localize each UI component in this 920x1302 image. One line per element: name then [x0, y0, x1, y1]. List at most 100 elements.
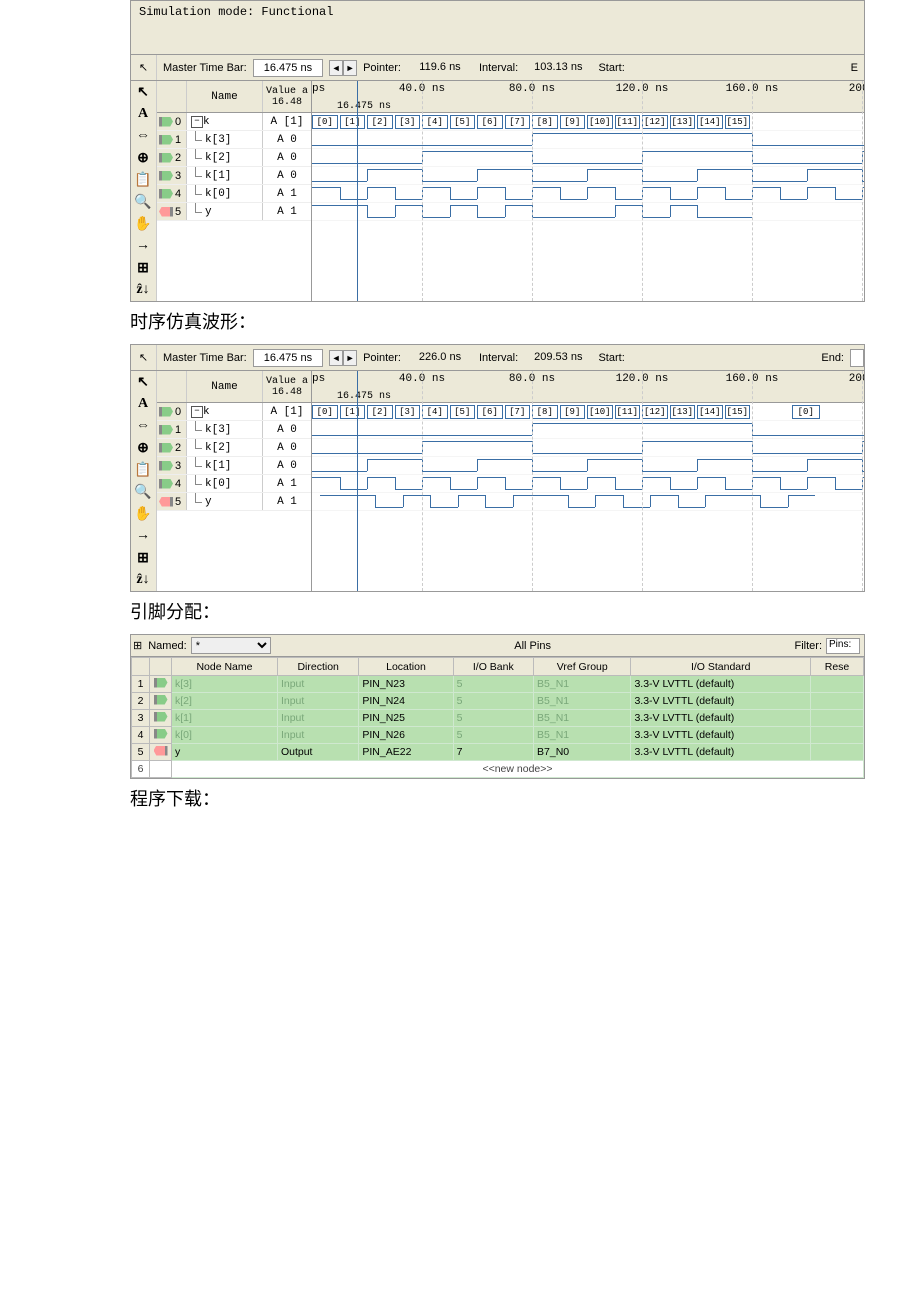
signal-row[interactable]: 0− kA [1]: [157, 113, 311, 131]
tool-button-7[interactable]: →: [131, 235, 155, 257]
signal-row[interactable]: 1k[3]A 0: [157, 131, 311, 149]
pin-rese[interactable]: [810, 727, 863, 744]
pin-vref[interactable]: B5_N1: [534, 710, 631, 727]
pin-dir[interactable]: Input: [277, 693, 358, 710]
pin-name[interactable]: k[2]: [172, 693, 278, 710]
pin-rese[interactable]: [810, 710, 863, 727]
pins-header[interactable]: [132, 658, 150, 676]
pins-header[interactable]: Location: [359, 658, 453, 676]
pin-dir[interactable]: Output: [277, 744, 358, 761]
signal-row[interactable]: 2k[2]A 0: [157, 439, 311, 457]
tool-button-7[interactable]: →: [131, 525, 155, 547]
pin-name[interactable]: k[0]: [172, 727, 278, 744]
pin-row[interactable]: 1k[3]InputPIN_N235B5_N13.3-V LVTTL (defa…: [132, 676, 864, 693]
new-node-cell[interactable]: <<new node>>: [172, 761, 864, 778]
pin-loc[interactable]: PIN_N26: [359, 727, 453, 744]
signal-row[interactable]: 3k[1]A 0: [157, 167, 311, 185]
pin-dir[interactable]: Input: [277, 710, 358, 727]
pin-rese[interactable]: [810, 693, 863, 710]
tool-button-3[interactable]: ⊕: [131, 437, 155, 459]
pin-std[interactable]: 3.3-V LVTTL (default): [631, 693, 811, 710]
pin-bank[interactable]: 5: [453, 727, 533, 744]
tool-button-1[interactable]: A: [131, 393, 155, 415]
pin-std[interactable]: 3.3-V LVTTL (default): [631, 744, 811, 761]
signal-row[interactable]: 2k[2]A 0: [157, 149, 311, 167]
pin-loc[interactable]: PIN_N25: [359, 710, 453, 727]
pin-row[interactable]: 2k[2]InputPIN_N245B5_N13.3-V LVTTL (defa…: [132, 693, 864, 710]
tool-button-5[interactable]: 🔍: [131, 191, 155, 213]
pin-std[interactable]: 3.3-V LVTTL (default): [631, 676, 811, 693]
tool-button-8[interactable]: ⊞: [131, 547, 155, 569]
pin-name[interactable]: k[3]: [172, 676, 278, 693]
signal-row[interactable]: 5yA 1: [157, 493, 311, 511]
pin-bank[interactable]: 5: [453, 710, 533, 727]
next-button[interactable]: ►: [343, 60, 357, 76]
pin-dir[interactable]: Input: [277, 727, 358, 744]
pin-rese[interactable]: [810, 744, 863, 761]
tool-button-2[interactable]: ⇔: [131, 415, 155, 437]
tool-button-6[interactable]: ✋: [131, 213, 155, 235]
tool-button-2[interactable]: ⇔: [131, 125, 155, 147]
signal-row[interactable]: 0− kA [1]: [157, 403, 311, 421]
pin-row[interactable]: 4k[0]InputPIN_N265B5_N13.3-V LVTTL (defa…: [132, 727, 864, 744]
pins-header[interactable]: Vref Group: [534, 658, 631, 676]
prev-button[interactable]: ◄: [329, 60, 343, 76]
pins-header[interactable]: Direction: [277, 658, 358, 676]
named-select[interactable]: *: [191, 637, 271, 654]
time-cursor[interactable]: [357, 81, 358, 301]
pin-bank[interactable]: 5: [453, 676, 533, 693]
pins-header[interactable]: [150, 658, 172, 676]
collapse-icon[interactable]: −: [191, 116, 203, 128]
tool-button-5[interactable]: 🔍: [131, 481, 155, 503]
pin-name[interactable]: y: [172, 744, 278, 761]
tool-button-0[interactable]: ↖: [131, 81, 155, 103]
tool-button-4[interactable]: 📋: [131, 169, 155, 191]
pin-bank[interactable]: 5: [453, 693, 533, 710]
pins-table[interactable]: Node NameDirectionLocationI/O BankVref G…: [131, 657, 864, 778]
signal-row[interactable]: 4k[0]A 1: [157, 475, 311, 493]
waveform-area[interactable]: 0 ps40.0 ns80.0 ns120.0 ns160.0 ns200.16…: [312, 371, 864, 591]
collapse-icon[interactable]: −: [191, 406, 203, 418]
signal-row[interactable]: 1k[3]A 0: [157, 421, 311, 439]
tool-button-6[interactable]: ✋: [131, 503, 155, 525]
pin-row[interactable]: 6<<new node>>: [132, 761, 864, 778]
pins-header[interactable]: I/O Standard: [631, 658, 811, 676]
pins-header[interactable]: Node Name: [172, 658, 278, 676]
pin-loc[interactable]: PIN_N23: [359, 676, 453, 693]
pin-name[interactable]: k[1]: [172, 710, 278, 727]
prev-button[interactable]: ◄: [329, 350, 343, 366]
master-time-value[interactable]: 16.475 ns: [253, 59, 323, 77]
wave-row: [312, 457, 864, 475]
tool-button-9[interactable]: ẑ↓: [131, 569, 155, 591]
signal-row[interactable]: 5yA 1: [157, 203, 311, 221]
time-cursor[interactable]: [357, 371, 358, 591]
tool-button-4[interactable]: 📋: [131, 459, 155, 481]
pins-header[interactable]: Rese: [810, 658, 863, 676]
signal-row[interactable]: 4k[0]A 1: [157, 185, 311, 203]
pin-vref[interactable]: B5_N1: [534, 727, 631, 744]
pin-bank[interactable]: 7: [453, 744, 533, 761]
tool-button-1[interactable]: A: [131, 103, 155, 125]
tool-button-9[interactable]: ẑ↓: [131, 279, 155, 301]
waveform-area[interactable]: 0 ps40.0 ns80.0 ns120.0 ns160.0 ns200.16…: [312, 81, 864, 301]
pin-row[interactable]: 5yOutputPIN_AE227B7_N03.3-V LVTTL (defau…: [132, 744, 864, 761]
filter-box[interactable]: Pins:: [826, 638, 860, 654]
tool-button-0[interactable]: ↖: [131, 371, 155, 393]
pin-std[interactable]: 3.3-V LVTTL (default): [631, 710, 811, 727]
pin-vref[interactable]: B5_N1: [534, 693, 631, 710]
pin-loc[interactable]: PIN_N24: [359, 693, 453, 710]
pin-loc[interactable]: PIN_AE22: [359, 744, 453, 761]
pin-dir[interactable]: Input: [277, 676, 358, 693]
master-time-value[interactable]: 16.475 ns: [253, 349, 323, 367]
tool-button-8[interactable]: ⊞: [131, 257, 155, 279]
pin-vref[interactable]: B7_N0: [534, 744, 631, 761]
pin-row[interactable]: 3k[1]InputPIN_N255B5_N13.3-V LVTTL (defa…: [132, 710, 864, 727]
signal-row[interactable]: 3k[1]A 0: [157, 457, 311, 475]
next-button[interactable]: ►: [343, 350, 357, 366]
pin-rese[interactable]: [810, 676, 863, 693]
tool-button-3[interactable]: ⊕: [131, 147, 155, 169]
pins-header[interactable]: I/O Bank: [453, 658, 533, 676]
pin-std[interactable]: 3.3-V LVTTL (default): [631, 727, 811, 744]
end-value[interactable]: [850, 349, 864, 367]
pin-vref[interactable]: B5_N1: [534, 676, 631, 693]
